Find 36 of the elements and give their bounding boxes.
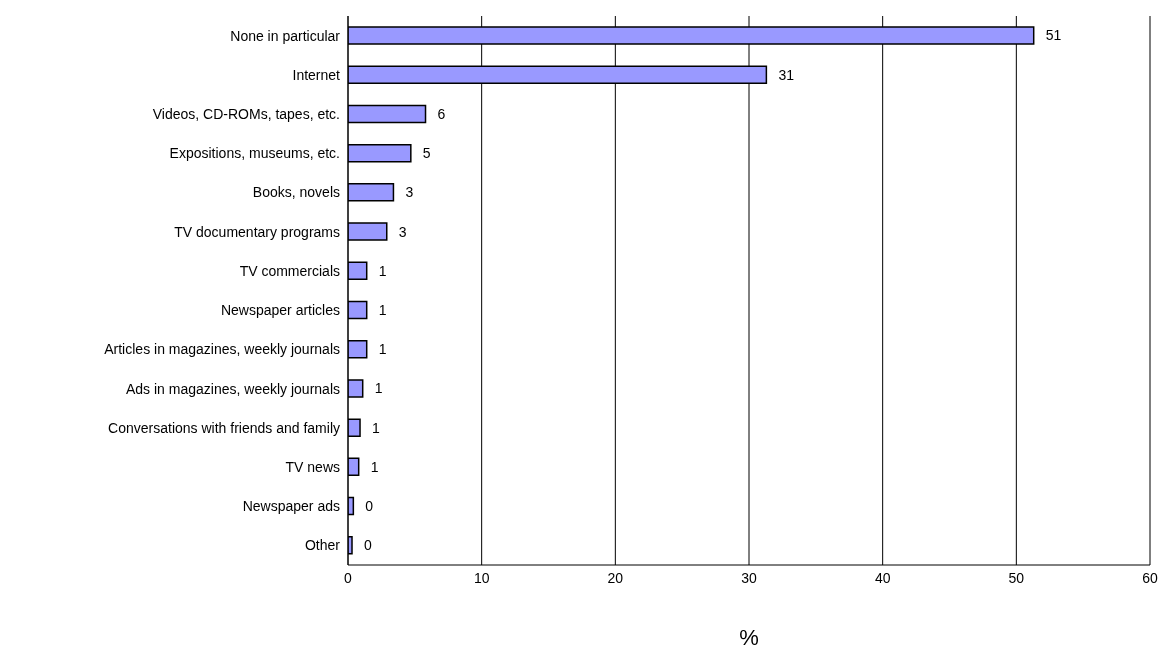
data-label: 31 <box>778 66 795 83</box>
x-tick-label: 50 <box>1008 569 1025 586</box>
y-tick-label: None in particular <box>230 27 341 44</box>
x-tick-label: 30 <box>741 569 757 586</box>
y-tick-label: TV documentary programs <box>174 223 340 240</box>
data-label: 3 <box>398 223 407 240</box>
y-tick-label: Ads in magazines, weekly journals <box>126 380 340 397</box>
y-tick-label: Internet <box>292 66 341 83</box>
x-axis-title: % <box>739 625 759 650</box>
x-tick-label: 40 <box>874 569 891 586</box>
data-label: 1 <box>370 458 379 475</box>
data-label: 3 <box>405 184 414 201</box>
data-label: 5 <box>422 145 431 162</box>
y-tick-label: Books, novels <box>252 184 340 201</box>
data-label: 6 <box>437 105 446 122</box>
x-tick-label: 60 <box>1142 569 1158 586</box>
y-tick-label: Expositions, museums, etc. <box>169 145 340 162</box>
y-tick-label: Newspaper ads <box>242 498 340 515</box>
data-label: 1 <box>378 301 387 318</box>
x-tick-label: 0 <box>344 569 353 586</box>
x-tick-label: 10 <box>473 569 490 586</box>
y-tick-label: Newspaper articles <box>220 302 340 319</box>
y-tick-label: Articles in magazines, weekly journals <box>104 341 340 358</box>
y-tick-label: Videos, CD-ROMs, tapes, etc. <box>152 106 340 123</box>
data-label: 0 <box>365 498 374 515</box>
y-tick-label: TV news <box>285 458 340 475</box>
x-tick-label: 20 <box>607 569 624 586</box>
data-label: 1 <box>374 380 383 397</box>
y-tick-label: Other <box>304 537 341 554</box>
data-label: 0 <box>364 537 373 554</box>
data-label: 51 <box>1045 27 1062 44</box>
data-label: 1 <box>378 262 387 279</box>
y-tick-label: Conversations with friends and family <box>108 419 340 436</box>
data-label: 1 <box>372 419 381 436</box>
data-label: 1 <box>378 341 387 358</box>
y-tick-label: TV commercials <box>239 262 340 279</box>
